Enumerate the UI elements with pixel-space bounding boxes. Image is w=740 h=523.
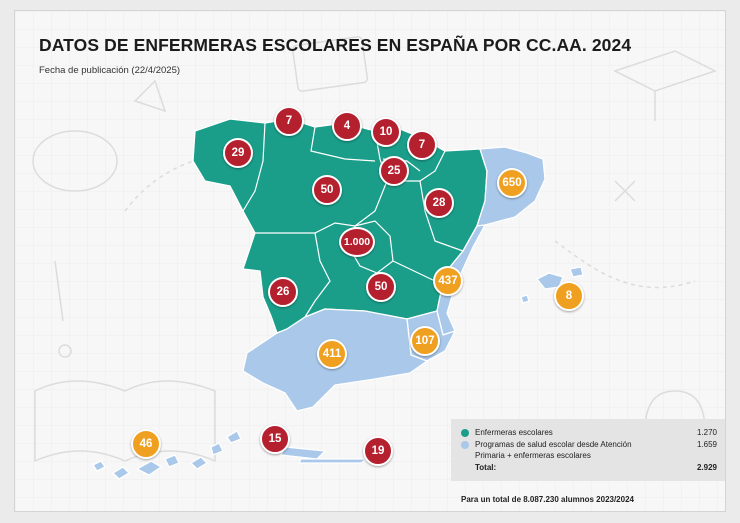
badge-murcia: 107	[410, 326, 440, 356]
legend-label: Primaria + enfermeras escolares	[475, 451, 591, 460]
legend-item-primaria: Primaria + enfermeras escolares	[475, 450, 717, 461]
legend-value: 1.270	[696, 428, 717, 437]
publication-date: Fecha de publicación (22/4/2025)	[39, 65, 181, 76]
legend-item-programas: Programas de salud escolar desde Atenció…	[461, 439, 717, 450]
badge-valencia: 437	[433, 266, 463, 296]
badge-asturias: 7	[274, 106, 304, 136]
light-blue-dot-icon	[461, 440, 469, 449]
teal-dot-icon	[461, 428, 469, 437]
footnote: Para un total de 8.087.230 alumnos 2023/…	[461, 495, 634, 504]
legend-total: Total: 2.929	[475, 462, 717, 473]
badge-la-rioja: 25	[379, 156, 409, 186]
badge-navarra: 7	[407, 130, 437, 160]
total-value: 2.929	[696, 463, 717, 472]
map-legend: Enfermeras escolares 1.270 Programas de …	[451, 419, 725, 481]
region-ceuta	[280, 446, 326, 460]
badge-canarias: 46	[131, 429, 161, 459]
badge-cataluna: 650	[497, 168, 527, 198]
legend-value: 1.659	[696, 440, 717, 449]
badge-aragon: 28	[424, 188, 454, 218]
region-canarias	[92, 430, 242, 480]
legend-label: Programas de salud escolar desde Atenció…	[475, 440, 632, 449]
badge-andalucia: 411	[317, 339, 347, 369]
badge-castilla-la-mancha: 50	[366, 272, 396, 302]
badge-melilla: 19	[363, 436, 393, 466]
page-title: DATOS DE ENFERMERAS ESCOLARES EN ESPAÑA …	[39, 35, 632, 55]
legend-label: Enfermeras escolares	[475, 428, 553, 437]
badge-galicia: 29	[223, 138, 253, 168]
infographic-frame: DATOS DE ENFERMERAS ESCOLARES EN ESPAÑA …	[14, 10, 726, 512]
legend-item-enfermeras: Enfermeras escolares 1.270	[461, 427, 717, 438]
total-label: Total:	[475, 463, 497, 472]
badge-cantabria: 4	[332, 111, 362, 141]
badge-extremadura: 26	[268, 277, 298, 307]
region-melilla	[298, 458, 368, 464]
badge-madrid: 1.000	[339, 227, 375, 257]
badge-castilla-y-leon: 50	[312, 175, 342, 205]
badge-pais-vasco: 10	[371, 117, 401, 147]
badge-baleares: 8	[554, 281, 584, 311]
badge-ceuta: 15	[260, 424, 290, 454]
